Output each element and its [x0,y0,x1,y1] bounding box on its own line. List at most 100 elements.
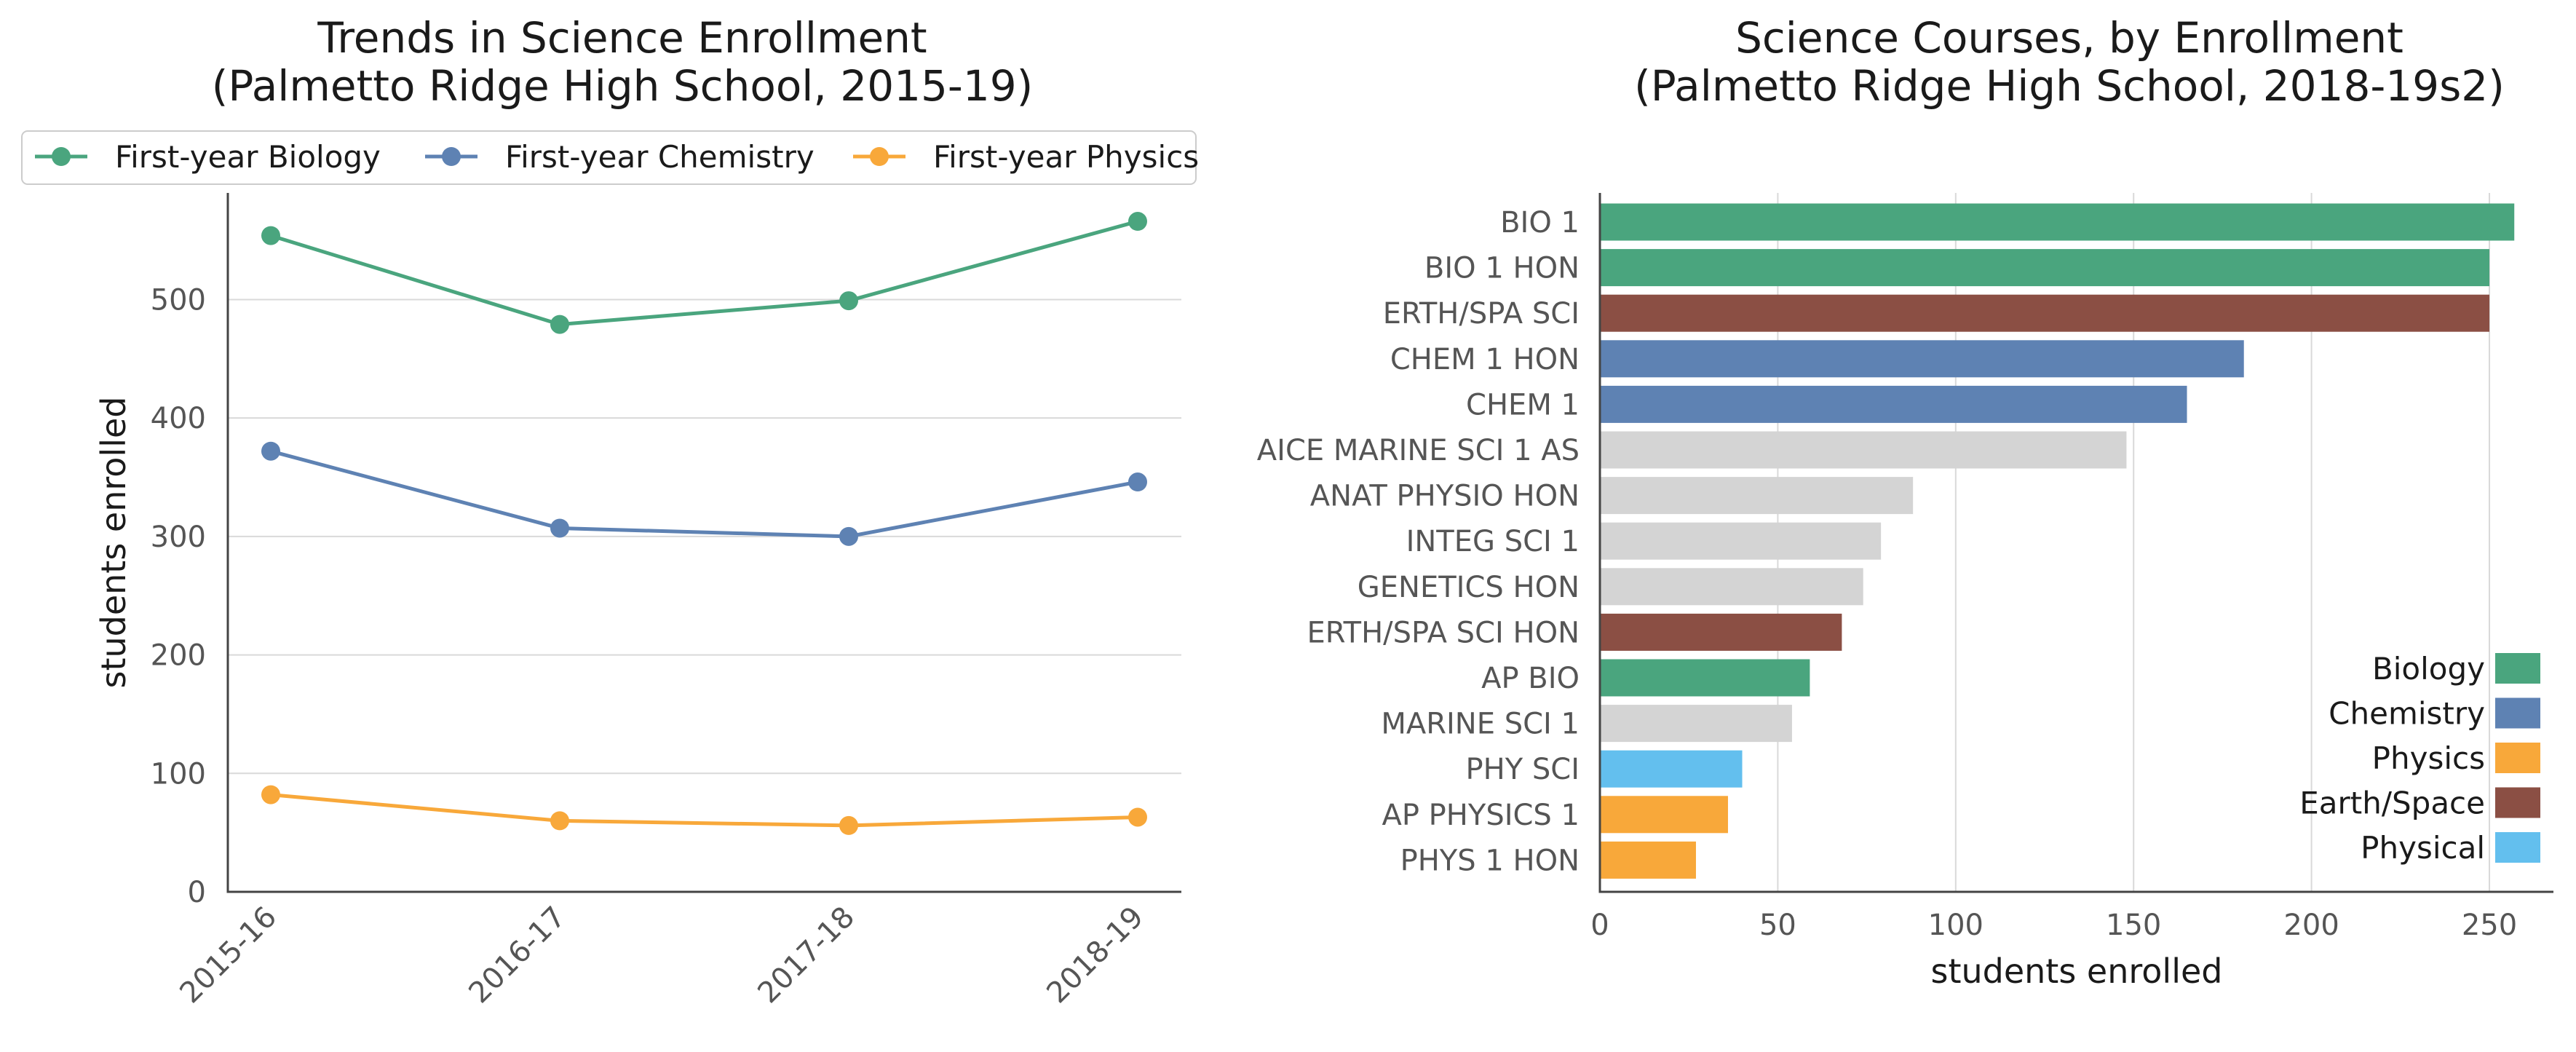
category-label: BIO 1 [1500,206,1580,240]
y-tick-label: 300 [151,521,206,554]
data-point [1128,807,1147,827]
bar-ap-physics-1 [1600,796,1728,834]
category-label: AP PHYSICS 1 [1382,799,1580,832]
legend-swatch [2495,653,2540,684]
legend-label: Physical [2361,830,2485,866]
legend-swatch [2495,697,2540,729]
legend-marker [870,147,889,166]
bar-chart-legend: Biology Chemistry Physics Earth/Space Physic… [2299,651,2540,866]
data-point [550,811,569,831]
legend-item-first-year-physics: First-year Physics [853,139,1199,175]
legend-item-first-year-chemistry: First-year Chemistry [425,139,815,175]
courses-by-enrollment-bar-chart: Science Courses, by Enrollment (Palmetto… [1257,13,2553,991]
x-tick-label: 50 [1759,909,1796,942]
category-label: PHY SCI [1466,753,1580,786]
x-tick-label: 2018-19 [1040,901,1150,1011]
category-label: ANAT PHYSIO HON [1310,480,1580,513]
category-label: ERTH/SPA SCI HON [1307,616,1580,649]
legend-label: Earth/Space [2299,786,2485,821]
legend-frame [21,130,1197,185]
bar-genetics-hon [1600,568,1863,606]
legend-swatch [2495,743,2540,773]
line-chart-series [261,212,1147,835]
bar-phy-sci [1600,750,1743,788]
category-label: AICE MARINE SCI 1 AS [1257,434,1580,467]
category-label: CHEM 1 [1466,388,1580,422]
x-tick-label: 2016-17 [462,901,572,1011]
category-label: BIO 1 HON [1424,252,1580,285]
legend-label: First-year Chemistry [505,139,815,175]
line-chart-legend: First-year Biology First-year Chemistry Fi… [21,130,1199,185]
y-tick-label: 100 [151,757,206,791]
legend-item-first-year-biology: First-year Biology [35,139,381,175]
bar-chart-x-ticks: 0 50 100 150 200 250 [1590,909,2517,942]
data-point [1128,472,1147,492]
bar-chem-1-hon [1600,340,2244,378]
bar-chart-title-line-2: (Palmetto Ridge High School, 2018-19s2) [1634,61,2505,111]
bar-bio-1 [1600,203,2515,241]
line-chart-y-axis-label: students enrolled [94,397,133,689]
bar-aice-marine-sci-1-as [1600,431,2127,469]
series-first-year-biology [261,212,1147,334]
bar-integ-sci-1 [1600,522,1882,560]
category-label: ERTH/SPA SCI [1383,297,1580,331]
x-tick-label: 200 [2283,909,2339,942]
legend-swatch [2495,832,2540,863]
category-label: INTEG SCI 1 [1406,525,1580,558]
legend-label: Chemistry [2329,696,2485,732]
line-chart-axes [226,193,1181,893]
bar-chart-title-line-1: Science Courses, by Enrollment [1735,13,2403,63]
y-tick-label: 0 [188,876,206,909]
data-point [1128,212,1147,232]
data-point [839,815,858,835]
legend-marker [442,147,461,166]
data-point [839,291,858,311]
line-chart-title-line-1: Trends in Science Enrollment [317,13,927,63]
line-chart-gridlines [228,298,1181,775]
legend-label: First-year Physics [933,139,1199,175]
x-tick-label: 150 [2106,909,2161,942]
bar-chart-x-axis-label: students enrolled [1931,952,2223,991]
legend-item-earth-space: Earth/Space [2299,786,2540,821]
x-tick-label: 250 [2462,909,2517,942]
legend-label: First-year Biology [115,139,381,175]
line-chart-x-ticks: 2015-16 2016-17 2017-18 2018-19 [173,901,1150,1011]
category-label: AP BIO [1481,662,1580,695]
category-label: CHEM 1 HON [1390,343,1580,376]
legend-item-physical: Physical [2361,830,2540,866]
legend-item-physics: Physics [2372,740,2540,776]
series-first-year-physics [261,785,1147,835]
x-tick-label: 2015-16 [173,901,283,1011]
category-label: GENETICS HON [1358,571,1580,604]
bar-chart-category-labels: BIO 1 BIO 1 HON ERTH/SPA SCI CHEM 1 HON CHEM… [1257,206,1580,877]
category-label: PHYS 1 HON [1400,844,1580,877]
series-first-year-chemistry [261,441,1147,546]
x-tick-label: 0 [1590,909,1609,942]
bar-bio-1-hon [1600,249,2490,287]
data-point [261,226,280,245]
bar-marine-sci-1 [1600,705,1792,743]
x-tick-label: 2017-18 [751,901,861,1011]
data-point [261,785,280,804]
data-point [261,441,280,461]
series-line [270,219,1138,327]
bar-chem-1 [1600,385,2187,423]
bar-anat-physio-hon [1600,477,1914,515]
legend-label: Physics [2372,740,2485,776]
x-tick-label: 100 [1928,909,1983,942]
data-point [839,526,858,546]
bar-phys-1-hon [1600,841,1696,879]
enrollment-trends-line-chart: Trends in Science Enrollment (Palmetto R… [21,13,1199,1011]
series-line [270,449,1138,539]
legend-item-biology: Biology [2372,651,2540,687]
data-point [550,315,569,334]
y-tick-label: 400 [151,402,206,435]
y-tick-label: 500 [151,283,206,317]
bar-erth-spa-sci [1600,294,2490,332]
line-chart-y-ticks: 0 100 200 300 400 500 [151,283,206,909]
y-tick-label: 200 [151,639,206,673]
category-label: MARINE SCI 1 [1381,708,1580,741]
bar-chart-axes [1598,193,2553,893]
bar-chart-bars [1600,203,2515,879]
